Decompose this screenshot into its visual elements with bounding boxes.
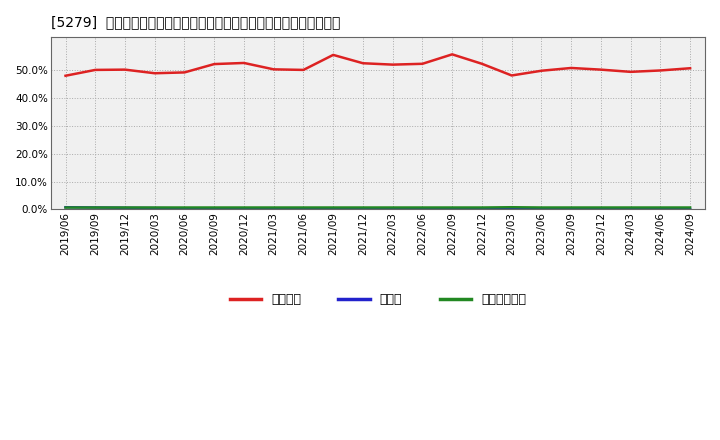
Legend: 自己資本, のれん, 繰延税金資産: 自己資本, のれん, 繰延税金資産	[225, 288, 531, 311]
Text: [5279]  自己資本、のれん、繰延税金資産の総資産に対する比率の推移: [5279] 自己資本、のれん、繰延税金資産の総資産に対する比率の推移	[50, 15, 340, 29]
